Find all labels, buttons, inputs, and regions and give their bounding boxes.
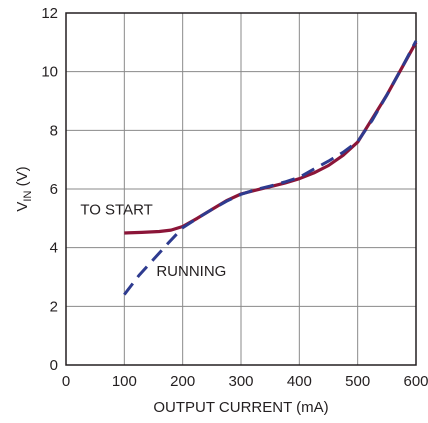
series-lines <box>123 40 418 296</box>
plot-frame <box>65 12 417 366</box>
y-tick-label: 0 <box>50 357 58 374</box>
y-axis-label-subscript: IN <box>22 191 34 202</box>
annotation-running: RUNNING <box>156 263 226 280</box>
y-tick-label: 2 <box>50 298 58 315</box>
y-tick-label: 6 <box>50 181 58 198</box>
y-tick-label: 12 <box>41 5 58 22</box>
annotation-to-start: TO START <box>80 202 153 219</box>
series-line-running <box>123 40 418 296</box>
y-axis-label: VIN (V) <box>14 166 34 211</box>
series-line-to-start <box>124 41 418 235</box>
x-axis-label: OUTPUT CURRENT (mA) <box>153 399 328 416</box>
y-tick-label: 4 <box>50 240 58 257</box>
y-axis-label-unit: (V) <box>14 166 31 190</box>
x-tick-label: 200 <box>170 373 195 390</box>
y-tick-labels: 0 2 4 6 8 10 12 <box>41 5 58 374</box>
x-tick-label: 100 <box>112 373 137 390</box>
x-tick-labels: 0 100 200 300 400 500 600 <box>62 373 428 390</box>
x-tick-label: 0 <box>62 373 70 390</box>
series-annotations: TO START RUNNING <box>80 202 226 281</box>
grid-lines <box>66 13 416 365</box>
x-tick-label: 300 <box>228 373 253 390</box>
y-tick-label: 10 <box>41 64 58 81</box>
x-tick-label: 600 <box>403 373 428 390</box>
y-tick-label: 8 <box>50 122 58 139</box>
y-axis-label-main: V <box>14 202 31 212</box>
x-tick-label: 400 <box>287 373 312 390</box>
x-tick-label: 500 <box>345 373 370 390</box>
